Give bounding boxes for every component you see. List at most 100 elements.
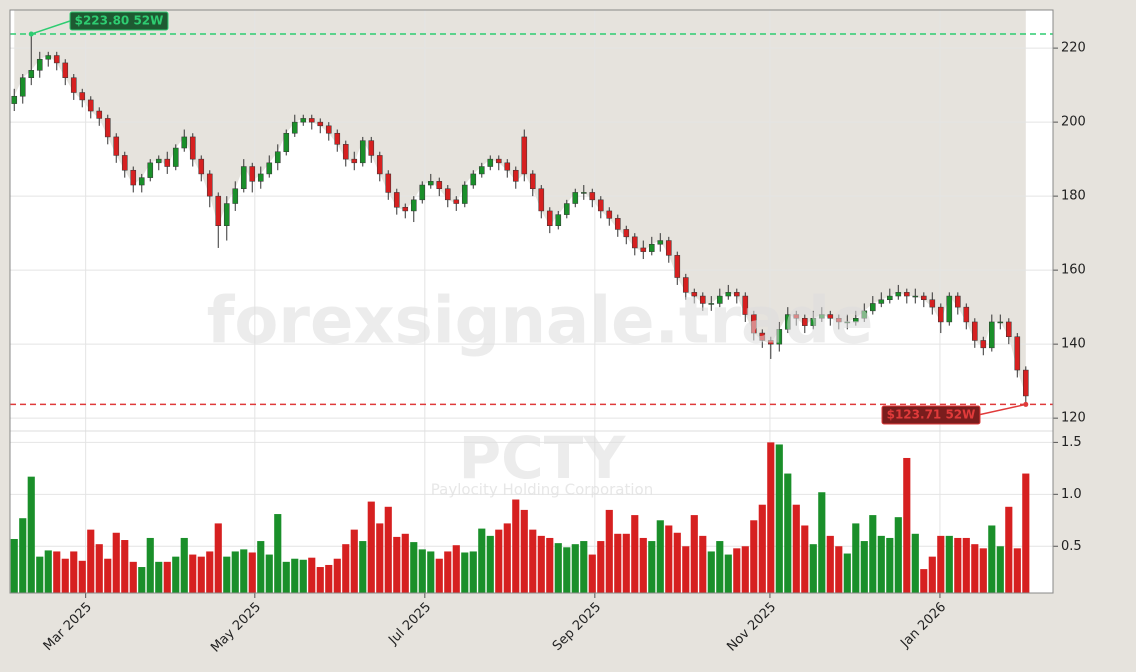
volume-bar bbox=[197, 556, 205, 593]
candle-body bbox=[19, 77, 26, 97]
volume-bar bbox=[401, 533, 409, 593]
volume-bar bbox=[146, 537, 154, 593]
candle-body bbox=[121, 155, 128, 171]
candle-body bbox=[750, 314, 757, 334]
y-tick-label: 120 bbox=[1061, 411, 1086, 426]
volume-bar bbox=[520, 509, 528, 593]
candle-body bbox=[1005, 321, 1012, 337]
candle-body bbox=[801, 317, 808, 326]
candle-body bbox=[487, 158, 494, 167]
volume-bar bbox=[988, 525, 996, 593]
volume-bar bbox=[869, 515, 877, 593]
y-tick-label: 200 bbox=[1061, 115, 1086, 130]
volume-bar bbox=[682, 546, 690, 593]
volume-bar bbox=[503, 523, 511, 593]
volume-bar bbox=[580, 541, 588, 593]
volume-bar bbox=[325, 564, 333, 593]
candle-body bbox=[555, 214, 562, 226]
candle-body bbox=[742, 295, 749, 315]
candle-body bbox=[657, 240, 664, 245]
candle-body bbox=[895, 292, 902, 297]
volume-bar bbox=[1005, 506, 1013, 593]
volume-bar bbox=[597, 541, 605, 593]
volume-bar bbox=[469, 551, 477, 593]
volume-bar bbox=[835, 546, 843, 593]
candle-body bbox=[631, 236, 638, 249]
volume-bar bbox=[945, 535, 953, 593]
candle-body bbox=[835, 317, 842, 323]
candle-body bbox=[988, 321, 995, 349]
candle-body bbox=[648, 243, 655, 252]
candle-body bbox=[495, 158, 502, 164]
candle-body bbox=[512, 169, 519, 182]
candle-body bbox=[818, 314, 825, 319]
volume-bar bbox=[291, 558, 299, 593]
volume-bar bbox=[299, 559, 307, 593]
candle-body bbox=[546, 210, 553, 226]
candle-body bbox=[427, 181, 434, 186]
volume-bar bbox=[801, 525, 809, 593]
candle-body bbox=[155, 158, 162, 164]
candle-body bbox=[138, 177, 145, 186]
candle-body bbox=[954, 295, 961, 308]
volume-bar bbox=[240, 549, 248, 593]
candle-body bbox=[11, 95, 18, 104]
volume-bar bbox=[826, 535, 834, 593]
volume-bar bbox=[257, 541, 265, 593]
candle-body bbox=[886, 295, 893, 300]
volume-bar bbox=[852, 523, 860, 593]
volume-bar bbox=[495, 529, 503, 593]
volume-bar bbox=[61, 558, 69, 593]
y-tick-label: 1.0 bbox=[1061, 487, 1082, 502]
volume-bar bbox=[274, 514, 282, 593]
volume-bar bbox=[248, 552, 256, 593]
volume-bar bbox=[665, 525, 673, 593]
candle-body bbox=[980, 340, 987, 349]
volume-bar bbox=[775, 444, 783, 593]
candle-body bbox=[113, 136, 120, 156]
candle-body bbox=[291, 121, 298, 134]
annotation-box bbox=[69, 11, 169, 31]
candle-body bbox=[606, 210, 613, 219]
volume-bar bbox=[784, 473, 792, 593]
candle-body bbox=[334, 132, 341, 145]
annotation-box bbox=[881, 405, 981, 425]
volume-bar bbox=[282, 561, 290, 593]
volume-bar bbox=[750, 520, 758, 593]
volume-bar bbox=[486, 535, 494, 593]
volume-bar bbox=[265, 554, 273, 593]
candle-body bbox=[249, 166, 256, 182]
candle-body bbox=[716, 295, 723, 304]
volume-bar bbox=[758, 504, 766, 593]
candle-body bbox=[376, 155, 383, 175]
volume-bar bbox=[818, 492, 826, 593]
volume-bar bbox=[920, 569, 928, 593]
candle-body bbox=[691, 292, 698, 297]
candle-body bbox=[96, 110, 103, 119]
volume-bar bbox=[308, 557, 316, 593]
candle-body bbox=[240, 166, 247, 189]
candle-body bbox=[869, 303, 876, 312]
volume-bar bbox=[78, 560, 86, 593]
arrow-head bbox=[28, 31, 34, 37]
volume-bar bbox=[546, 537, 554, 593]
candle-body bbox=[325, 125, 332, 134]
volume-bar bbox=[639, 537, 647, 593]
candle-body bbox=[861, 310, 868, 319]
candle-body bbox=[640, 247, 647, 252]
candle-body bbox=[53, 55, 60, 64]
candle-body bbox=[793, 314, 800, 319]
candle-body bbox=[903, 292, 910, 297]
candle-body bbox=[198, 158, 205, 175]
volume-bar bbox=[716, 541, 724, 593]
y-tick-label: 140 bbox=[1061, 337, 1086, 352]
volume-bar bbox=[333, 558, 341, 593]
volume-bar bbox=[172, 556, 180, 593]
candle-body bbox=[308, 118, 315, 123]
candle-body bbox=[997, 321, 1004, 324]
volume-bar bbox=[350, 529, 358, 593]
volume-bar bbox=[359, 541, 367, 593]
volume-bar bbox=[70, 551, 78, 593]
y-tick-label: 1.5 bbox=[1061, 435, 1082, 450]
volume-bar bbox=[95, 544, 103, 593]
